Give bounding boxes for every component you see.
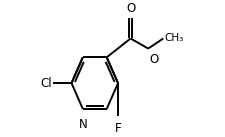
Text: O: O [148,53,158,66]
Text: F: F [114,122,121,135]
Text: CH₃: CH₃ [164,33,183,43]
Text: N: N [78,118,87,131]
Text: Cl: Cl [40,77,52,90]
Text: O: O [125,2,135,15]
